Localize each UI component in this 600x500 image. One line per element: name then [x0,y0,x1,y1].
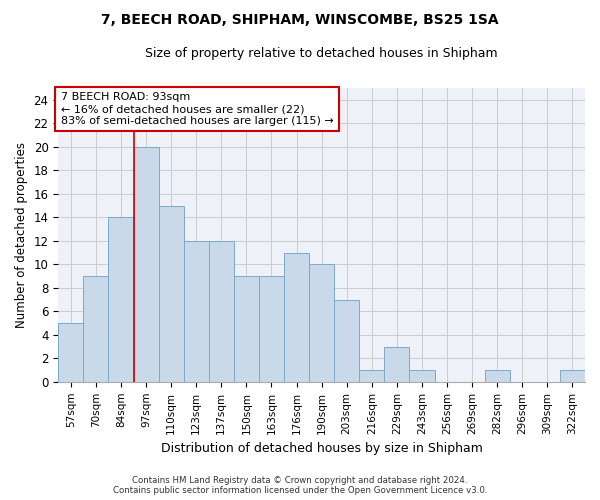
Bar [284,252,309,382]
Text: 7, BEECH ROAD, SHIPHAM, WINSCOMBE, BS25 1SA: 7, BEECH ROAD, SHIPHAM, WINSCOMBE, BS25 … [101,12,499,26]
Text: 7 BEECH ROAD: 93sqm
← 16% of detached houses are smaller (22)
83% of semi-detach: 7 BEECH ROAD: 93sqm ← 16% of detached ho… [61,92,334,126]
Bar [359,370,385,382]
Bar [109,218,134,382]
Title: Size of property relative to detached houses in Shipham: Size of property relative to detached ho… [145,48,498,60]
Bar [334,300,359,382]
Bar [409,370,434,382]
Bar [134,147,158,382]
Bar [259,276,284,382]
Bar [309,264,334,382]
Bar [58,323,83,382]
Y-axis label: Number of detached properties: Number of detached properties [15,142,28,328]
Bar [83,276,109,382]
Bar [234,276,259,382]
Bar [209,241,234,382]
Bar [560,370,585,382]
Bar [184,241,209,382]
Bar [485,370,510,382]
Bar [158,206,184,382]
X-axis label: Distribution of detached houses by size in Shipham: Distribution of detached houses by size … [161,442,482,455]
Text: Contains HM Land Registry data © Crown copyright and database right 2024.
Contai: Contains HM Land Registry data © Crown c… [113,476,487,495]
Bar [385,346,409,382]
